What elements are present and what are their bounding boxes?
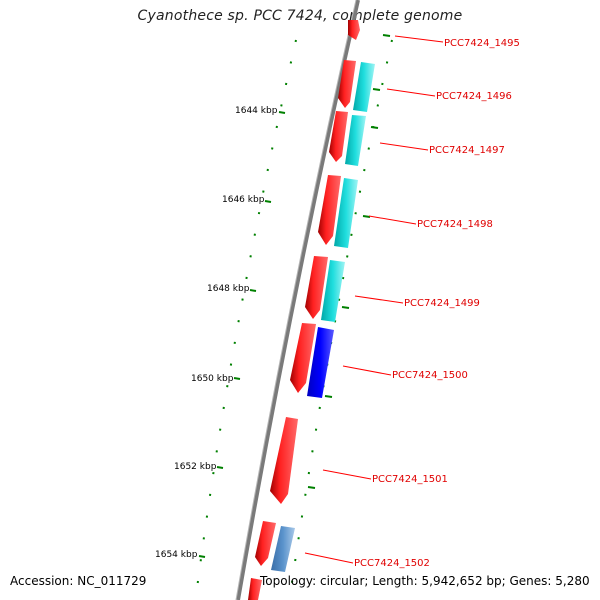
gene-label-leader xyxy=(379,142,429,151)
gene-arrow-red[interactable] xyxy=(338,60,356,108)
gene-label[interactable]: PCC7424_1502 xyxy=(354,558,430,569)
gene-marker-tick xyxy=(341,306,350,309)
map-title: Cyanothece sp. PCC 7424, complete genome xyxy=(137,8,463,24)
scale-label: 1644 kbp xyxy=(235,106,278,116)
gene-marker-tick xyxy=(382,34,391,37)
scale-label: 1646 kbp xyxy=(222,195,265,205)
scale-tick xyxy=(216,466,224,469)
gene-label[interactable]: PCC7424_1495 xyxy=(444,38,520,49)
genome-backbone-highlight xyxy=(235,0,357,600)
gene-arrow-1501[interactable] xyxy=(270,417,298,504)
gene-arrow-red[interactable] xyxy=(329,111,348,162)
gene-label-leader xyxy=(354,295,404,304)
gene-arrow-red[interactable] xyxy=(290,323,316,393)
gene-marker-tick xyxy=(362,215,371,218)
scale-tick xyxy=(198,555,206,558)
gene-marker-tick xyxy=(372,88,381,91)
scale-tick xyxy=(233,377,241,380)
scale-tick xyxy=(264,200,272,203)
gene-marker-tick xyxy=(307,486,316,489)
gene-arrow-red[interactable] xyxy=(255,521,276,566)
gene-label-leader xyxy=(394,35,444,43)
gene-label-leader xyxy=(386,88,436,97)
scale-label: 1652 kbp xyxy=(174,462,217,472)
gene-block-blue[interactable] xyxy=(307,327,334,398)
gene-block-steelblue[interactable] xyxy=(271,526,295,572)
gene-label[interactable]: PCC7424_1498 xyxy=(417,219,493,230)
gene-arrow-red[interactable] xyxy=(305,256,328,319)
gene-label[interactable]: PCC7424_1497 xyxy=(429,145,505,156)
gene-label-leader xyxy=(304,552,354,564)
scale-label: 1654 kbp xyxy=(155,550,198,560)
gene-block-cyan[interactable] xyxy=(345,115,366,166)
gene-label-leader xyxy=(368,215,417,225)
gene-label[interactable]: PCC7424_1500 xyxy=(392,370,468,381)
gene-marker-tick xyxy=(324,395,333,398)
gene-arrow-partial[interactable] xyxy=(248,578,262,600)
scale-label: 1650 kbp xyxy=(191,374,234,384)
gene-label-leader xyxy=(342,365,392,376)
gene-arrow-red[interactable] xyxy=(318,175,341,245)
gene-block-cyan[interactable] xyxy=(321,260,345,322)
scale-label: 1648 kbp xyxy=(207,284,250,294)
gene-block-cyan[interactable] xyxy=(353,62,375,112)
gene-arrow-1495[interactable] xyxy=(348,20,360,40)
scale-tick xyxy=(278,111,286,114)
gene-label[interactable]: PCC7424_1496 xyxy=(436,91,512,102)
gene-label[interactable]: PCC7424_1501 xyxy=(372,474,448,485)
inner-guide-arc xyxy=(195,39,297,597)
gene-label[interactable]: PCC7424_1499 xyxy=(404,298,480,309)
gene-label-leader xyxy=(322,469,372,480)
gene-block-cyan[interactable] xyxy=(334,178,358,248)
accession-text: Accession: NC_011729 xyxy=(10,574,147,588)
genome-stats-text: Topology: circular; Length: 5,942,652 bp… xyxy=(260,574,590,588)
genome-backbone xyxy=(236,0,360,600)
scale-tick xyxy=(249,289,257,292)
gene-marker-tick xyxy=(370,126,379,129)
